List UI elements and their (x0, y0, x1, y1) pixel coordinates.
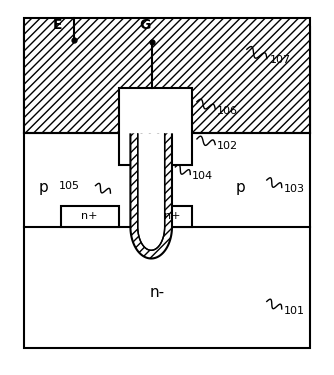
Text: 106: 106 (217, 106, 238, 116)
Text: n+: n+ (81, 211, 98, 222)
Text: 101: 101 (284, 306, 304, 316)
Text: E: E (52, 18, 62, 33)
Text: 102: 102 (217, 141, 238, 152)
Text: 104: 104 (192, 171, 213, 181)
Bar (24, 18, 310, 134)
Text: 103: 103 (284, 184, 304, 194)
Text: 107: 107 (270, 56, 291, 66)
Text: p: p (39, 180, 49, 195)
Text: n-: n- (149, 285, 165, 300)
Bar (119, 88, 192, 165)
Polygon shape (138, 134, 165, 250)
Text: G: G (140, 18, 151, 33)
Polygon shape (130, 134, 172, 258)
Bar (24, 27, 310, 348)
Text: p: p (235, 180, 245, 195)
Bar (60, 206, 119, 227)
Text: n+: n+ (164, 211, 180, 222)
Bar (152, 206, 192, 227)
Text: 105: 105 (59, 181, 80, 190)
